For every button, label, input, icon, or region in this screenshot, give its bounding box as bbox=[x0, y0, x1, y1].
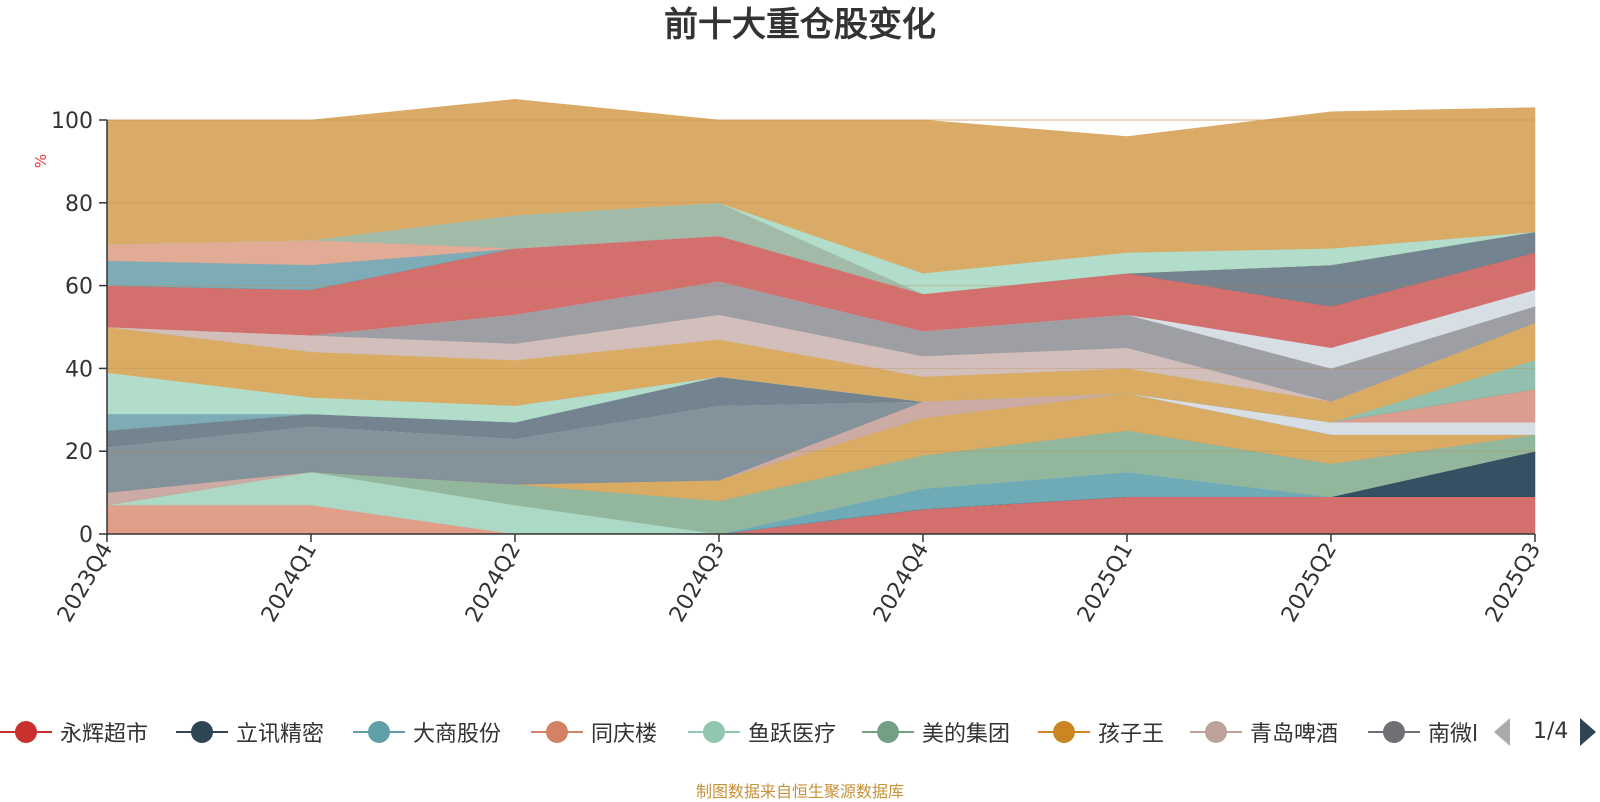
legend-page-indicator: 1/4 bbox=[1533, 719, 1569, 744]
legend: 永辉超市 立讯精密 大商股份 同庆楼 鱼跃医疗 美的集团 孩子王 青岛啤酒 南微l bbox=[0, 712, 1600, 752]
legend-label: 大商股份 bbox=[413, 722, 502, 747]
y-tick-label: 0 bbox=[79, 523, 93, 548]
legend-label: 美的集团 bbox=[922, 722, 1011, 747]
x-tick-label: 2024Q2 bbox=[461, 539, 526, 627]
x-tick-label: 2023Q4 bbox=[53, 539, 118, 627]
area-series bbox=[106, 99, 1536, 274]
x-tick-label: 2025Q3 bbox=[1481, 539, 1546, 627]
legend-marker-icon bbox=[353, 721, 405, 743]
legend-marker-icon bbox=[1038, 721, 1090, 743]
x-tick-label: 2025Q2 bbox=[1277, 539, 1342, 627]
legend-marker-icon bbox=[1190, 721, 1242, 743]
source-note: 制图数据来自恒生聚源数据库 bbox=[695, 782, 904, 801]
y-tick-label: 80 bbox=[65, 192, 93, 217]
chart-title: 前十大重仓股变化 bbox=[664, 5, 936, 45]
legend-marker-icon bbox=[688, 721, 740, 743]
legend-marker-icon bbox=[176, 721, 228, 743]
x-tick-label: 2024Q3 bbox=[665, 539, 730, 627]
x-tick-label: 2024Q4 bbox=[869, 539, 934, 627]
legend-marker-icon bbox=[862, 721, 914, 743]
legend-label: 青岛啤酒 bbox=[1250, 722, 1339, 747]
legend-item[interactable]: 立讯精密 bbox=[176, 712, 324, 752]
legend-label: 孩子王 bbox=[1098, 722, 1165, 747]
legend-label: 鱼跃医疗 bbox=[748, 722, 837, 747]
legend-item[interactable]: 孩子王 bbox=[1038, 712, 1164, 752]
y-tick-label: 40 bbox=[65, 357, 93, 382]
legend-label: 同庆楼 bbox=[591, 722, 658, 747]
legend-item[interactable]: 青岛啤酒 bbox=[1190, 712, 1338, 752]
legend-label: 永辉超市 bbox=[60, 722, 149, 747]
legend-label: 南微l bbox=[1428, 722, 1479, 747]
x-tick-label: 2024Q1 bbox=[257, 539, 322, 627]
legend-item[interactable]: 美的集团 bbox=[862, 712, 1010, 752]
legend-item[interactable]: 大商股份 bbox=[353, 712, 501, 752]
legend-item[interactable]: 南微l bbox=[1368, 712, 1478, 752]
legend-prev-icon[interactable] bbox=[1490, 712, 1514, 752]
legend-next-icon[interactable] bbox=[1576, 712, 1600, 752]
legend-item[interactable]: 鱼跃医疗 bbox=[688, 712, 836, 752]
legend-item[interactable]: 同庆楼 bbox=[531, 712, 657, 752]
legend-marker-icon bbox=[0, 721, 52, 743]
x-tick-label: 2025Q1 bbox=[1073, 539, 1138, 627]
y-tick-label: 20 bbox=[65, 440, 93, 465]
legend-label: 立讯精密 bbox=[236, 722, 325, 747]
legend-marker-icon bbox=[531, 721, 583, 743]
legend-marker-icon bbox=[1368, 721, 1420, 743]
y-tick-label: 100 bbox=[51, 109, 93, 134]
legend-item[interactable]: 永辉超市 bbox=[0, 712, 148, 752]
y-tick-label: 60 bbox=[65, 275, 93, 300]
